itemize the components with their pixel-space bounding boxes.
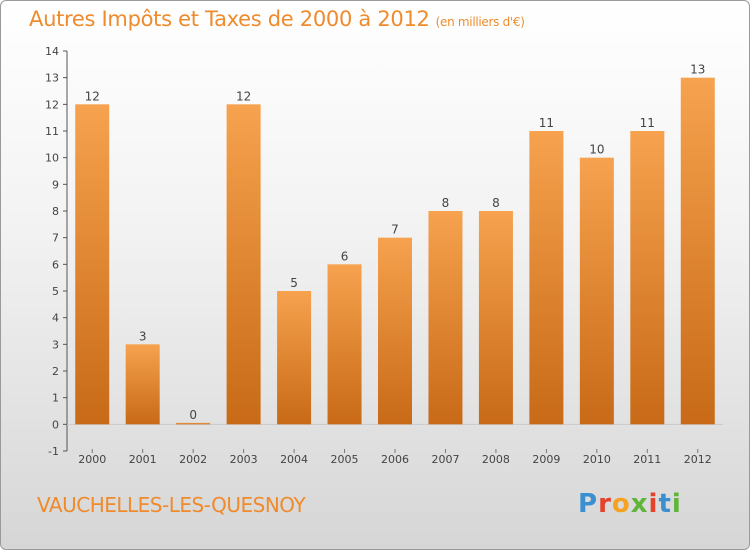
y-tick-label: 11 [45,125,59,138]
logo-letter: i [648,489,659,519]
data-label-2010: 10 [589,143,604,157]
logo-letter: P [578,489,599,519]
bar-2011 [630,131,665,425]
x-tick-label-2011: 2011 [633,453,661,466]
y-tick-label: 7 [52,232,59,245]
logo-letter: x [630,489,649,519]
data-label-2004: 5 [290,276,298,290]
x-tick-label-2012: 2012 [684,453,712,466]
bar-2004 [277,291,312,425]
logo-letter: r [598,489,612,519]
y-tick-label: 6 [52,258,59,271]
bar-2012 [680,77,715,425]
y-tick-label: 2 [52,365,59,378]
proxiti-logo: Proxiti [578,489,682,519]
y-tick-label: 5 [52,285,59,298]
data-label-2000: 12 [85,89,100,103]
y-tick-label: 4 [52,312,59,325]
bar-2009 [529,131,564,425]
x-tick-label-2009: 2009 [532,453,560,466]
data-label-2007: 8 [442,196,450,210]
y-tick-label: 9 [52,178,59,191]
y-tick-label: 10 [45,152,59,165]
bar-2008 [478,211,513,425]
labels-layer: 12 2000 3 2001 0 2002 12 2003 5 2004 6 2005 7 2006 8 20… [78,63,712,466]
x-tick-label-2006: 2006 [381,453,409,466]
data-label-2001: 3 [139,329,147,343]
x-tick-label-2007: 2007 [431,453,459,466]
x-tick-label-2008: 2008 [482,453,510,466]
data-label-2002: 0 [189,408,197,422]
y-tick-label: 0 [52,418,59,431]
data-label-2005: 6 [341,249,349,263]
logo-letter: i [671,489,682,519]
commune-name: VAUCHELLES-LES-QUESNOY [37,493,306,517]
logo-letter: o [611,489,631,519]
bar-2000 [75,104,110,425]
logo-letter: t [658,489,672,519]
y-tick-label: 8 [52,205,59,218]
y-tick-label: 14 [45,45,59,58]
bar-2006 [378,237,412,425]
data-label-2011: 11 [640,116,655,130]
bar-2007 [428,211,463,425]
bars-layer [75,77,715,425]
x-tick-label-2003: 2003 [230,453,258,466]
y-tick-label: -1 [48,445,59,458]
x-tick-label-2001: 2001 [129,453,157,466]
bar-2010 [579,157,614,425]
bar-2002 [176,422,211,425]
x-tick-label-2000: 2000 [78,453,106,466]
x-tick-label-2002: 2002 [179,453,207,466]
y-tick-label: 12 [45,98,59,111]
x-tick-label-2005: 2005 [331,453,359,466]
bar-2003 [226,104,261,425]
data-label-2012: 13 [690,63,705,77]
bar-2005 [327,264,362,425]
y-tick-label: 13 [45,72,59,85]
data-label-2006: 7 [391,223,399,237]
chart-subtitle: (en milliers d'€) [435,15,525,29]
data-label-2008: 8 [492,196,500,210]
x-tick-label-2010: 2010 [583,453,611,466]
data-label-2009: 11 [539,116,554,130]
data-label-2003: 12 [236,89,251,103]
y-tick-label: 3 [52,338,59,351]
chart-title: Autres Impôts et Taxes de 2000 à 2012 (en… [29,7,525,31]
y-tick-label: 1 [52,392,59,405]
chart-title-text: Autres Impôts et Taxes de 2000 à 2012 [29,7,430,31]
x-tick-label-2004: 2004 [280,453,308,466]
bar-2001 [125,344,160,425]
